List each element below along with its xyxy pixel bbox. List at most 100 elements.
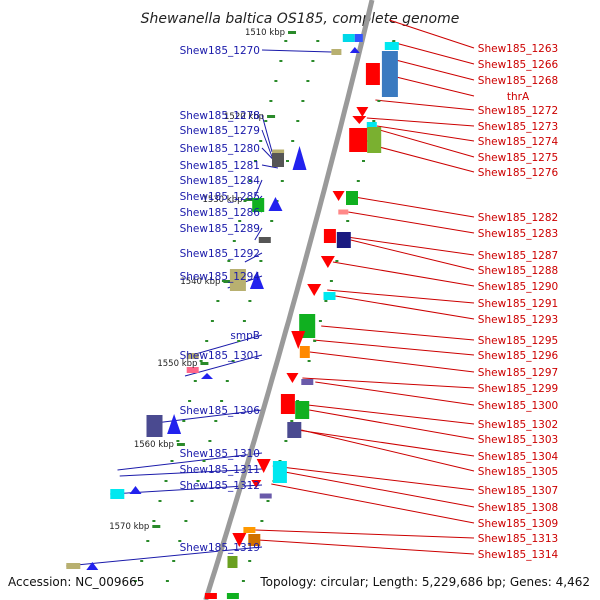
track-dot — [133, 580, 137, 582]
gene-label-right: Shew185_1297 — [478, 367, 558, 379]
kbp-label: 1520 kbp — [224, 112, 264, 122]
track-dot — [284, 440, 288, 442]
gene-label-left: Shew185_1278 — [180, 110, 260, 122]
track-dot — [270, 220, 274, 222]
track-dot — [184, 520, 188, 522]
track-dot — [248, 300, 252, 302]
track-dot — [164, 480, 168, 482]
track-dot — [392, 40, 396, 42]
connector-right — [297, 429, 475, 457]
kbp-tick — [176, 443, 185, 446]
track-dot — [290, 420, 294, 422]
connector-right — [350, 239, 475, 271]
connector-right — [348, 195, 475, 218]
track-dot — [238, 220, 242, 222]
track-dot — [279, 60, 283, 62]
gene-arrow-down — [352, 116, 367, 124]
kbp-label: 1530 kbp — [202, 195, 242, 205]
gene-label-left: smpB — [230, 330, 260, 342]
gene-label-right: Shew185_1303 — [478, 434, 558, 446]
track-dot — [172, 560, 176, 562]
connector-right — [391, 41, 475, 65]
gene-arrow-up — [292, 146, 307, 170]
gene-arrow-up — [167, 414, 182, 434]
connector-left — [147, 409, 263, 425]
kbp-label: 1550 kbp — [157, 359, 197, 369]
track-dot — [202, 460, 206, 462]
gene-arrow-down — [256, 459, 271, 473]
gene-box — [331, 49, 342, 55]
connector-left — [119, 468, 263, 477]
track-dot — [280, 180, 284, 182]
track-dot — [216, 300, 220, 302]
gene-label-left: Shew185_1312 — [180, 480, 260, 492]
connector-right — [271, 483, 475, 524]
connector-left — [117, 452, 263, 471]
track-dot — [260, 520, 264, 522]
gene-box — [301, 379, 314, 385]
track-dot — [208, 440, 212, 442]
gene-label-left: Shew185_1319 — [180, 542, 260, 554]
track-dot — [306, 80, 310, 82]
gene-label-left: Shew185_1284 — [180, 175, 261, 187]
gene-box — [384, 42, 399, 50]
connector-right — [327, 289, 475, 304]
gene-box — [323, 229, 336, 243]
gene-label-right: Shew185_1283 — [478, 228, 558, 240]
track-dot — [176, 440, 180, 442]
track-dot — [190, 500, 194, 502]
gene-label-left: Shew185_1310 — [180, 448, 260, 460]
track-dot — [182, 420, 186, 422]
track-dot — [225, 380, 229, 382]
gene-label-left: Shew185_1281 — [180, 160, 260, 172]
track-dot — [254, 160, 257, 162]
connector-lines — [66, 19, 475, 567]
gene-label-right: Shew185_1275 — [478, 152, 558, 164]
track-dot — [199, 360, 203, 362]
connector-right — [332, 261, 475, 287]
gene-box — [287, 422, 302, 438]
gene-label-left: Shew185_1306 — [180, 405, 261, 417]
track-dot — [259, 140, 263, 142]
gene-label-right: Shew185_1299 — [478, 383, 558, 395]
gene-label-right: Shew185_1314 — [478, 549, 559, 561]
gene-arrow-up — [129, 486, 142, 494]
gene-label-right: Shew185_1307 — [478, 485, 558, 497]
gene-box — [295, 401, 310, 419]
connector-right — [321, 325, 475, 341]
track-dot — [356, 180, 360, 182]
gene-arrow-up — [268, 197, 283, 211]
connector-right — [309, 409, 475, 440]
track-dot — [316, 40, 320, 42]
gene-box — [342, 34, 355, 42]
gene-box — [243, 527, 256, 533]
backbone — [133, 0, 396, 600]
track-dot — [296, 120, 300, 122]
connector-right — [379, 129, 475, 158]
connector-right — [301, 429, 475, 472]
track-dot — [274, 80, 278, 82]
track-dot — [311, 60, 315, 62]
gene-label-right: Shew185_1302 — [478, 419, 558, 431]
gene-label-left: Shew185_1286 — [180, 207, 261, 219]
gene-arrow-down — [356, 107, 369, 117]
track-dot — [188, 400, 192, 402]
gene-arrow-down — [332, 191, 345, 201]
gene-box — [346, 191, 358, 205]
connector-right — [284, 471, 475, 508]
connector-right — [375, 145, 475, 173]
track-dot — [284, 40, 288, 42]
track-dot — [146, 540, 150, 542]
gene-arrow-down — [291, 331, 306, 349]
kbp-label: 1510 kbp — [245, 28, 285, 38]
track-dot — [205, 340, 209, 342]
gene-label-right: Shew185_1273 — [478, 121, 558, 133]
track-dot — [269, 100, 273, 102]
track-dot — [286, 160, 289, 162]
connector-left — [254, 227, 263, 241]
connector-right — [339, 235, 475, 256]
track-dot — [266, 500, 270, 502]
topology-text: Topology: circular; Length: 5,229,686 bp… — [259, 575, 590, 589]
gene-label-right: Shew185_1300 — [478, 400, 558, 412]
connector-left — [261, 164, 278, 169]
